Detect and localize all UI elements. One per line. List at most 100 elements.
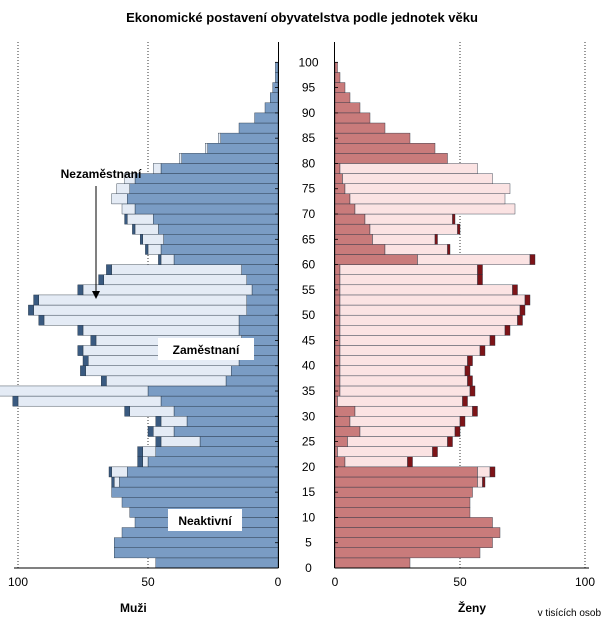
left-bar-neaktivn--age-54 <box>251 284 279 296</box>
age-tick-65: 65 <box>302 232 316 246</box>
right-bar-nezam-stnan--age-66 <box>457 223 461 235</box>
left-bar-neaktivn--age-2 <box>113 547 279 559</box>
age-tick-30: 30 <box>302 409 316 423</box>
right-bar-zam-stnan--age-58 <box>339 264 478 275</box>
right-bar-nezam-stnan--age-60 <box>529 254 536 265</box>
right-bar-neaktivn--age-2 <box>334 547 481 559</box>
left-bar-neaktivn--age-28 <box>186 416 279 427</box>
left-bar-neaktivn--age-46 <box>238 325 279 336</box>
left-bar-neaktivn--age-84 <box>220 132 279 144</box>
right-bar-neaktivn--age-50 <box>334 304 341 316</box>
right-bar-zam-stnan--age-28 <box>349 416 461 427</box>
left-bar-neaktivn--age-14 <box>111 486 279 498</box>
left-bar-zam-stnan--age-46 <box>82 325 240 336</box>
age-tick-0: 0 <box>305 561 312 575</box>
right-bar-zam-stnan--age-68 <box>364 213 453 225</box>
right-bar-zam-stnan--age-46 <box>339 325 506 336</box>
right-bar-neaktivn--age-12 <box>334 497 471 508</box>
right-bar-zam-stnan--age-32 <box>337 395 463 407</box>
left-bar-neaktivn--age-72 <box>126 193 279 205</box>
left-bar-nezam-stnan--age-66 <box>132 223 136 235</box>
age-tick-100: 100 <box>298 55 318 69</box>
left-bar-nezam-stnan--age-54 <box>77 284 84 296</box>
right-bar-neaktivn--age-0 <box>334 557 411 569</box>
right-bar-neaktivn--age-22 <box>334 446 338 457</box>
left-bar-neaktivn--age-24 <box>199 436 279 447</box>
left-bar-nezam-stnan--age-30 <box>124 405 130 417</box>
right-bar-neaktivn--age-20 <box>334 456 346 468</box>
right-bar-zam-stnan--age-54 <box>339 284 513 296</box>
right-bar-nezam-stnan--age-62 <box>447 244 451 255</box>
right-bar-neaktivn--age-36 <box>334 375 341 387</box>
left-bar-neaktivn--age-82 <box>207 143 279 154</box>
left-bar-zam-stnan--age-32 <box>17 395 162 407</box>
right-x-tick-50: 50 <box>453 575 467 589</box>
right-bar-zam-stnan--age-50 <box>339 304 521 316</box>
age-tick-45: 45 <box>302 333 316 347</box>
right-bar-nezam-stnan--age-42 <box>479 345 486 356</box>
left-bar-zam-stnan--age-76 <box>124 173 136 184</box>
annotation-unemployed-arrowhead <box>92 291 100 299</box>
annotation-inactive-text: Neaktivní <box>178 514 232 528</box>
left-bar-neaktivn--age-96 <box>275 72 279 83</box>
right-bar-neaktivn--age-4 <box>334 537 493 548</box>
left-bar-nezam-stnan--age-28 <box>155 416 162 427</box>
right-bar-nezam-stnan--age-44 <box>489 335 496 346</box>
left-bar-neaktivn--age-38 <box>230 365 279 377</box>
right-bar-zam-stnan--age-52 <box>339 294 526 306</box>
left-bar-zam-stnan--age-54 <box>82 284 253 296</box>
left-bar-neaktivn--age-12 <box>121 497 279 508</box>
axes <box>14 42 589 569</box>
left-bar-zam-stnan--age-58 <box>111 264 242 275</box>
right-bar-neaktivn--age-28 <box>334 416 351 427</box>
left-bar-neaktivn--age-90 <box>264 102 279 114</box>
right-bar-neaktivn--age-60 <box>334 254 418 265</box>
left-bar-neaktivn--age-20 <box>147 456 279 468</box>
age-tick-60: 60 <box>302 258 316 272</box>
annotation-unemployed: Nezaměstnaní <box>61 167 142 299</box>
age-tick-20: 20 <box>302 460 316 474</box>
right-bar-neaktivn--age-68 <box>334 213 366 225</box>
left-bar-zam-stnan--age-82 <box>204 143 208 154</box>
left-bar-neaktivn--age-76 <box>134 173 279 184</box>
left-bar-nezam-stnan--age-50 <box>28 304 34 316</box>
left-bar-nezam-stnan--age-46 <box>77 325 84 336</box>
right-bar-nezam-stnan--age-32 <box>462 395 468 407</box>
left-bar-neaktivn--age-78 <box>160 163 279 174</box>
right-bar-nezam-stnan--age-22 <box>432 446 438 457</box>
right-bar-neaktivn--age-90 <box>334 102 361 114</box>
age-tick-75: 75 <box>302 182 316 196</box>
left-bar-zam-stnan--age-18 <box>111 466 128 478</box>
left-bar-neaktivn--age-64 <box>163 234 279 245</box>
left-panel-bars <box>0 62 279 569</box>
age-tick-85: 85 <box>302 131 316 145</box>
left-bar-nezam-stnan--age-60 <box>158 254 162 265</box>
right-bar-neaktivn--age-62 <box>334 244 386 255</box>
right-bar-neaktivn--age-58 <box>334 264 341 275</box>
right-bar-neaktivn--age-18 <box>334 466 478 478</box>
right-bar-zam-stnan--age-18 <box>477 466 491 478</box>
right-bar-neaktivn--age-30 <box>334 405 356 417</box>
right-bar-neaktivn--age-48 <box>334 314 341 326</box>
right-bar-neaktivn--age-6 <box>334 527 501 538</box>
annotation-employed: Zaměstnaní <box>158 338 254 360</box>
left-x-tick-50: 50 <box>141 575 155 589</box>
right-bar-neaktivn--age-42 <box>334 345 341 356</box>
right-bar-neaktivn--age-78 <box>334 163 341 174</box>
left-bar-nezam-stnan--age-40 <box>82 355 89 366</box>
right-x-tick-0: 0 <box>332 575 339 589</box>
right-bar-zam-stnan--age-36 <box>339 375 468 387</box>
left-bar-nezam-stnan--age-42 <box>77 345 84 356</box>
left-bar-neaktivn--age-56 <box>246 274 279 286</box>
left-bar-nezam-stnan--age-26 <box>147 426 154 437</box>
right-bar-nezam-stnan--age-26 <box>454 426 461 437</box>
left-bar-zam-stnan--age-84 <box>217 132 221 144</box>
right-bar-neaktivn--age-56 <box>334 274 341 286</box>
left-bar-neaktivn--age-22 <box>155 446 279 457</box>
left-bar-zam-stnan--age-28 <box>160 416 188 427</box>
age-tick-40: 40 <box>302 359 316 373</box>
right-bar-neaktivn--age-46 <box>334 325 341 336</box>
right-bar-zam-stnan--age-30 <box>354 405 473 417</box>
right-bar-zam-stnan--age-44 <box>339 335 491 346</box>
